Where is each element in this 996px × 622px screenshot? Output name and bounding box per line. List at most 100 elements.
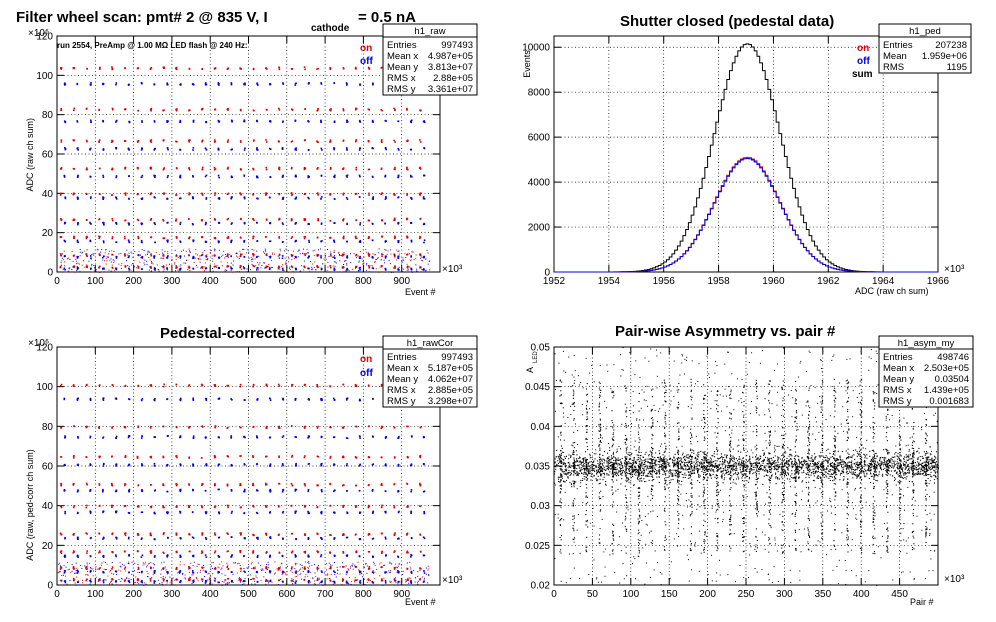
- raw-noise-off: [222, 254, 224, 256]
- raw-point-on: [342, 253, 345, 256]
- asym-point: [665, 463, 667, 465]
- cor-point-on: [175, 483, 177, 485]
- asym-point: [777, 465, 779, 467]
- cor-point-on: [72, 579, 75, 582]
- asym-point: [558, 458, 560, 460]
- cor-point-off: [307, 581, 310, 584]
- cor-point-on: [60, 427, 63, 429]
- raw-point-off: [256, 240, 259, 242]
- cor-point-off: [231, 398, 233, 401]
- raw-point-off: [345, 147, 348, 149]
- cor-point-off: [308, 399, 311, 401]
- raw-point-on: [278, 168, 281, 171]
- raw-noise-off: [370, 265, 372, 267]
- raw-noise-off: [106, 256, 108, 258]
- raw-noise-on: [421, 260, 423, 262]
- cor-point-on: [381, 579, 383, 581]
- raw-point-off: [154, 269, 156, 271]
- cor-noise-on: [247, 567, 249, 569]
- cor-noise-on: [357, 561, 359, 563]
- cor-noise-off: [379, 584, 381, 586]
- cor-point-off: [269, 571, 271, 574]
- cor-point-off: [321, 490, 323, 493]
- raw-point-on: [239, 192, 241, 194]
- raw-point-on: [136, 167, 139, 169]
- cor-point-on: [342, 504, 345, 507]
- cor-noise-on: [188, 576, 190, 578]
- cor-point-off: [372, 398, 374, 400]
- cor-point-on: [188, 456, 191, 459]
- cor-point-on: [253, 577, 255, 580]
- asym-point: [884, 464, 887, 466]
- raw-point-on: [393, 193, 395, 196]
- cor-noise-off: [132, 570, 134, 572]
- cor-point-off: [77, 435, 79, 438]
- cor-point-off: [89, 555, 92, 557]
- raw-point-off: [257, 267, 259, 269]
- cor-point-on: [367, 533, 370, 535]
- raw-point-on: [73, 107, 75, 110]
- cor-noise-off: [333, 561, 335, 563]
- raw-point-on: [419, 266, 421, 269]
- raw-point-off: [179, 241, 182, 243]
- cor-noise-on: [330, 573, 332, 575]
- cor-point-off: [269, 511, 271, 514]
- raw-point-on: [150, 107, 153, 110]
- raw-point-on: [291, 266, 294, 269]
- raw-point-on: [175, 265, 178, 267]
- raw-point-on: [355, 237, 358, 240]
- cor-noise-off: [59, 579, 61, 581]
- raw-point-on: [380, 167, 383, 170]
- cor-point-on: [393, 483, 395, 486]
- cor-noise-off: [146, 566, 148, 568]
- raw-point-off: [102, 240, 105, 242]
- raw-point-off: [115, 82, 118, 84]
- cor-point-on: [214, 384, 216, 386]
- raw-noise-on: [272, 253, 274, 255]
- raw-point-off: [64, 148, 67, 151]
- asym-point: [897, 468, 899, 470]
- raw-point-off: [153, 222, 156, 224]
- cor-noise-on: [347, 569, 349, 571]
- raw-noise-on: [339, 255, 341, 257]
- cor-point-on: [290, 505, 293, 507]
- asym-point: [935, 457, 937, 459]
- raw-noise-on: [281, 266, 283, 268]
- raw-noise-on: [121, 263, 123, 265]
- cor-point-off: [231, 571, 233, 573]
- raw-noise-on: [224, 257, 226, 259]
- raw-point-off: [243, 221, 246, 224]
- cor-point-off: [281, 490, 284, 493]
- asym-point: [817, 467, 819, 469]
- cor-noise-off: [321, 579, 323, 581]
- cor-point-off: [269, 399, 272, 402]
- raw-point-off: [166, 121, 168, 123]
- raw-point-off: [231, 148, 233, 151]
- raw-point-on: [214, 168, 217, 170]
- raw-noise-on: [165, 264, 167, 266]
- raw-noise-off: [264, 249, 266, 251]
- cor-noise-on: [309, 571, 311, 573]
- cor-point-on: [110, 504, 113, 507]
- raw-noise-off: [62, 253, 64, 255]
- cor-point-on: [380, 456, 383, 459]
- cor-point-off: [423, 512, 426, 515]
- raw-point-off: [397, 257, 399, 259]
- raw-noise-off: [97, 249, 99, 251]
- raw-noise-on: [151, 262, 153, 264]
- cor-noise-on: [352, 568, 354, 570]
- cor-point-off: [397, 437, 400, 439]
- cor-point-on: [419, 534, 422, 536]
- raw-point-off: [320, 82, 322, 84]
- raw-point-off: [346, 267, 348, 270]
- raw-point-off: [128, 224, 130, 226]
- asym-y-tick-label: 0.03: [531, 501, 551, 512]
- raw-point-on: [355, 219, 357, 222]
- raw-noise-off: [132, 263, 134, 265]
- cor-point-on: [85, 426, 88, 429]
- cor-noise-off: [150, 566, 152, 568]
- cor-point-on: [354, 534, 357, 536]
- asym-y-tick-label: 0.025: [525, 541, 550, 552]
- raw-noise-on: [158, 253, 160, 255]
- cor-noise-on: [79, 564, 81, 566]
